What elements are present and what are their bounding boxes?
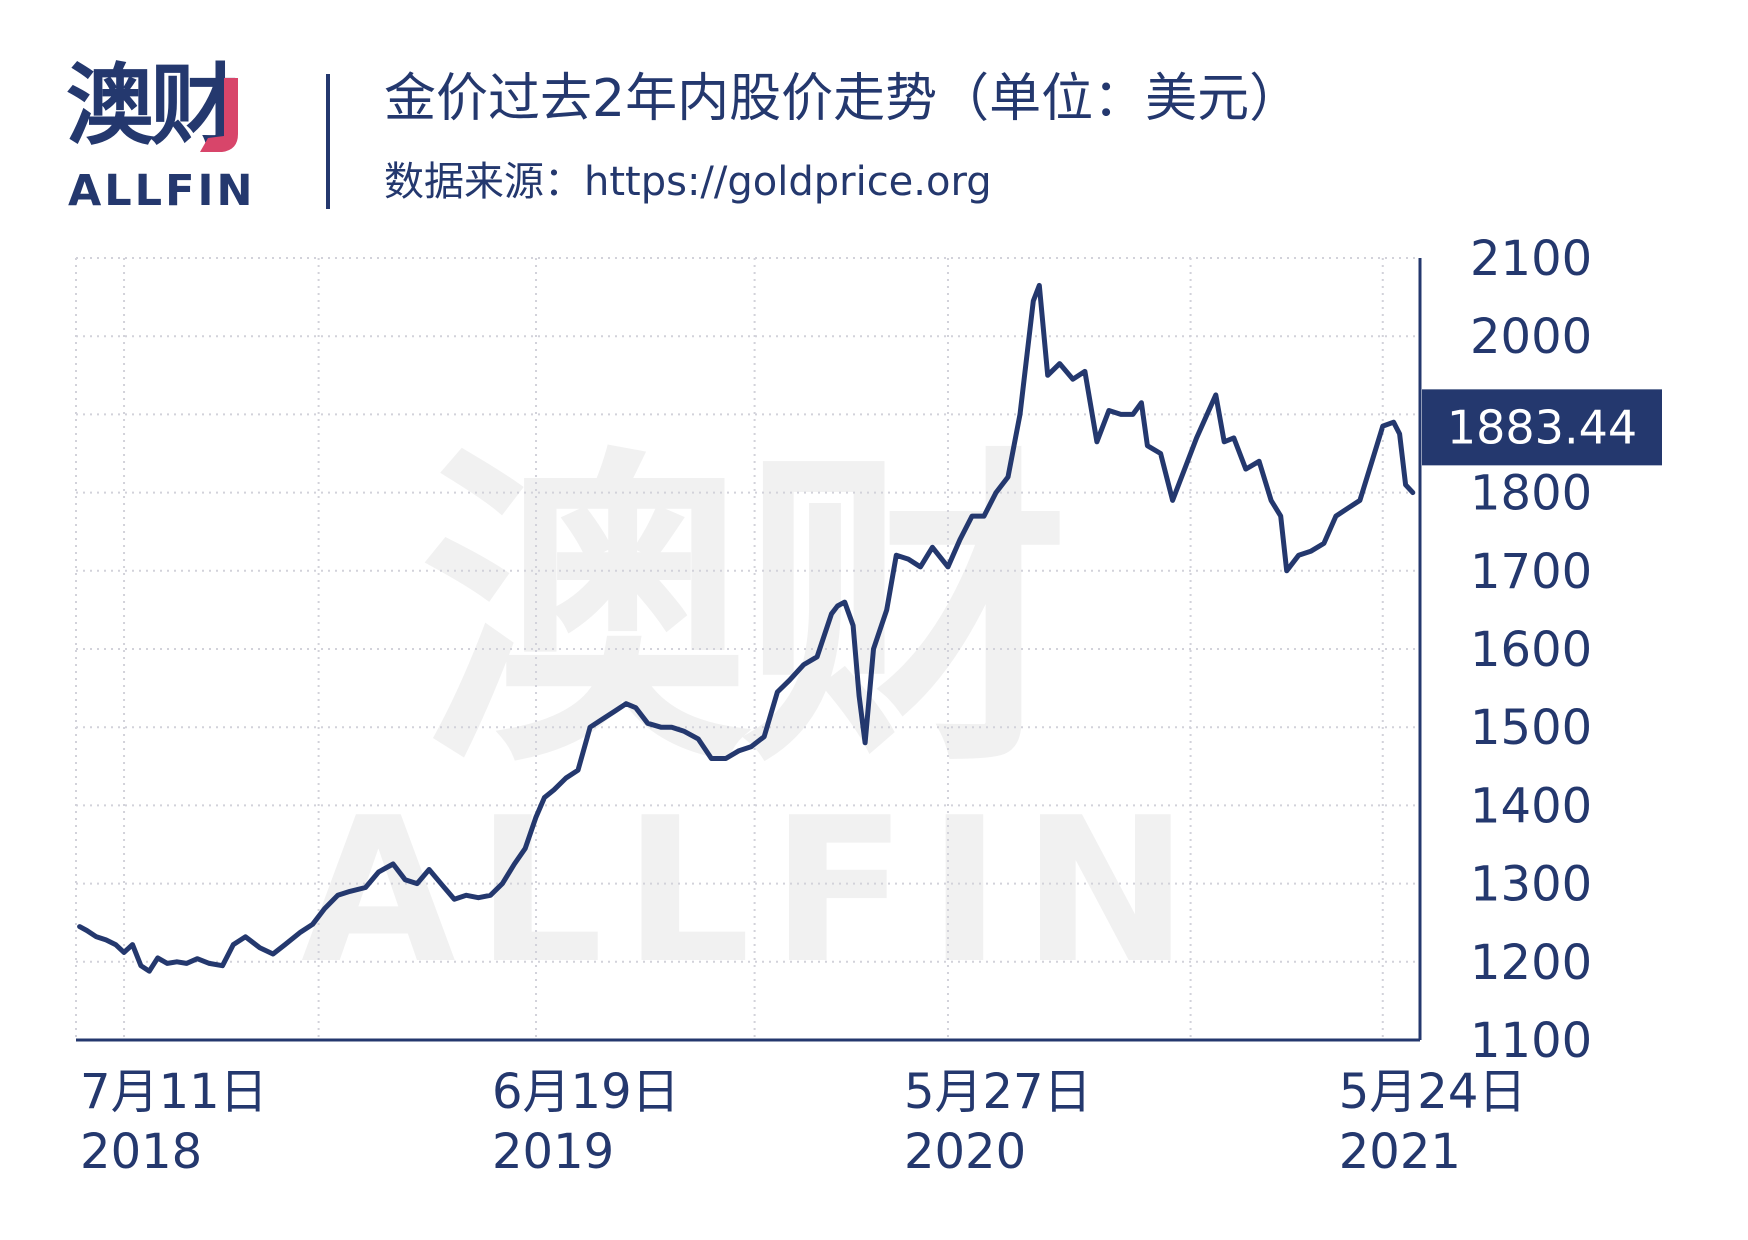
x-tick-label-year: 2020 [904, 1124, 1026, 1180]
logo-accent-icon [200, 78, 238, 152]
x-tick-label-date: 5月27日 [904, 1064, 1092, 1120]
x-tick-label-year: 2021 [1339, 1124, 1461, 1180]
y-tick-label: 1400 [1470, 778, 1592, 834]
watermark-chinese: 澳财 [420, 422, 1060, 806]
y-tick-label: 1300 [1470, 857, 1592, 913]
y-tick-label: 2000 [1470, 309, 1592, 365]
current-price-label: 1883.44 [1447, 400, 1637, 454]
gold-price-line [77, 282, 1416, 974]
y-tick-label: 1700 [1470, 544, 1592, 600]
data-source: 数据来源：https://goldprice.org [384, 159, 992, 205]
x-tick-label-year: 2019 [492, 1124, 614, 1180]
y-axis-tick-labels: 2100 2000 1800 1700 1600 1500 1400 1300 1200 1100 [1470, 231, 1592, 1069]
y-tick-label: 1600 [1470, 622, 1592, 678]
header-divider [326, 74, 330, 209]
y-tick-label: 1500 [1470, 700, 1592, 756]
x-tick-label-date: 5月24日 [1339, 1064, 1527, 1120]
axes [76, 258, 1422, 1042]
x-tick-label-date: 6月19日 [492, 1064, 680, 1120]
x-tick-label-year: 2018 [80, 1124, 202, 1180]
grid-lines [75, 257, 1420, 1041]
y-tick-label: 1200 [1470, 935, 1592, 991]
y-tick-label: 1100 [1470, 1013, 1592, 1069]
allfin-logo: 澳财 ALLFIN [66, 62, 266, 222]
x-tick-label-date: 7月11日 [80, 1064, 268, 1120]
logo-chinese: 澳财 [66, 54, 238, 157]
y-tick-label: 2100 [1470, 231, 1592, 287]
y-tick-label: 1800 [1470, 466, 1592, 522]
current-price-badge-bg [1422, 389, 1662, 466]
logo-english: ALLFIN [68, 166, 256, 216]
chart-title: 金价过去2年内股价走势（单位：美元） [384, 69, 1302, 129]
current-price-badge: 1883.44 [1422, 389, 1662, 466]
